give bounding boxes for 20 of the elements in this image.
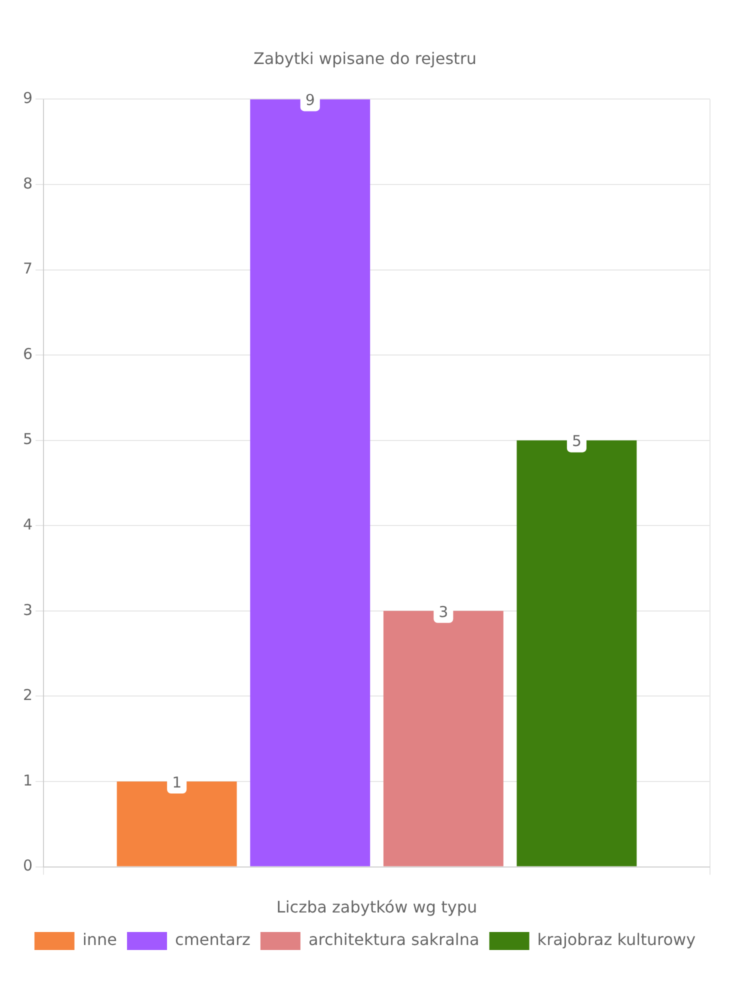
y-tick-label: 5 bbox=[22, 430, 33, 448]
data-label: 3 bbox=[438, 602, 448, 621]
data-label: 9 bbox=[305, 91, 315, 110]
y-tick-label: 4 bbox=[22, 516, 33, 534]
data-label: 1 bbox=[172, 773, 182, 792]
y-tick-label: 2 bbox=[22, 686, 33, 704]
legend-label: architektura sakralna bbox=[308, 930, 480, 950]
legend-label: krajobraz kulturowy bbox=[537, 930, 696, 950]
y-tick-label: 3 bbox=[22, 600, 33, 619]
data-label: 5 bbox=[572, 432, 582, 450]
legend-label: cmentarz bbox=[175, 930, 250, 950]
y-tick-label: 6 bbox=[22, 344, 33, 363]
y-tick-label: 7 bbox=[22, 260, 33, 278]
y-tick-label: 0 bbox=[22, 856, 33, 875]
chart-title: Zabytki wpisane do rejestru bbox=[253, 48, 477, 68]
y-tick-label: 1 bbox=[22, 771, 33, 790]
x-axis-title: Liczba zabytków wg typu bbox=[276, 898, 478, 917]
y-tick-label: 8 bbox=[22, 174, 33, 192]
y-tick-label: 9 bbox=[22, 89, 33, 108]
legend-label: inne bbox=[82, 930, 118, 950]
